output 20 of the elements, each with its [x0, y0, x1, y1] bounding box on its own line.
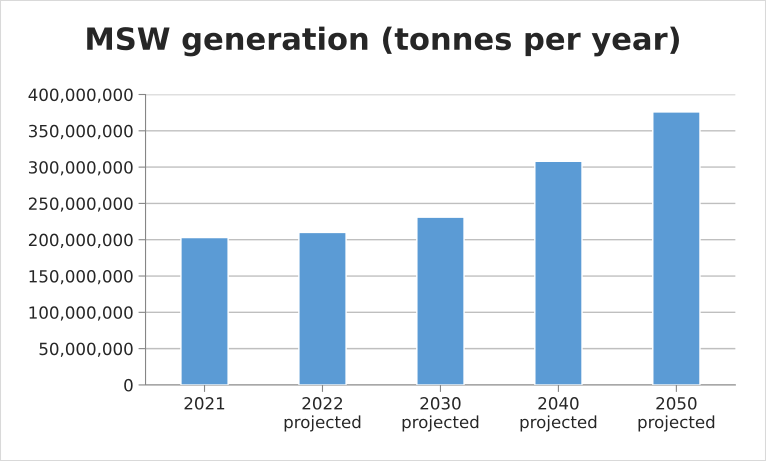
x-tick-label: 2030 projected: [402, 397, 478, 432]
bar: [652, 111, 701, 385]
chart-title: MSW generation (tonnes per year): [87, 26, 679, 56]
bar: [180, 236, 229, 385]
x-tick-label: 2022 projected: [284, 397, 360, 432]
y-tick-label: 200,000,000: [28, 234, 133, 248]
x-tick-label: 2040 projected: [520, 397, 596, 432]
x-tick-label: 2021: [184, 397, 224, 410]
x-tick-label: 2050 projected: [638, 397, 714, 432]
y-tick-label: 350,000,000: [28, 124, 133, 140]
y-tick-label: 300,000,000: [28, 161, 133, 176]
y-tick-label: 50,000,000: [40, 342, 133, 357]
y-tick-label: 100,000,000: [30, 306, 133, 321]
y-tick-label: 150,000,000: [30, 270, 133, 284]
y-tick-label: 0: [124, 378, 133, 392]
bar: [416, 216, 465, 385]
bar: [534, 160, 583, 385]
bar: [298, 232, 347, 385]
y-tick-label: 400,000,000: [28, 88, 133, 103]
y-tick-label: 250,000,000: [28, 197, 133, 212]
